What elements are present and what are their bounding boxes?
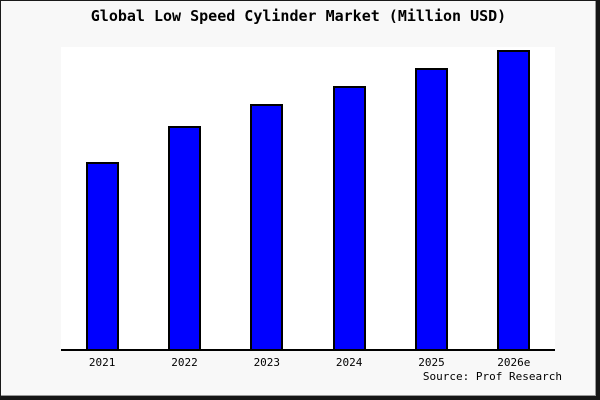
bar-2022 <box>167 125 201 349</box>
x-tick-label-2024: 2024 <box>335 356 363 369</box>
chart-title: Global Low Speed Cylinder Market (Millio… <box>90 7 507 25</box>
bar-2026e <box>497 50 531 349</box>
bar-2021 <box>85 161 119 349</box>
plot-area <box>61 47 555 351</box>
bar-2023 <box>250 104 284 349</box>
bar-2025 <box>414 68 448 349</box>
bar-2024 <box>332 86 366 349</box>
source-note: Source: Prof Research <box>422 370 562 383</box>
x-tick-label-2022: 2022 <box>171 356 198 369</box>
x-axis-tick-labels: 2021 2022 2023 2024 2025 2026e <box>61 356 555 369</box>
x-tick-label-2023: 2023 <box>253 356 281 369</box>
x-tick-label-2026e: 2026e <box>497 356 531 369</box>
x-tick-label-2025: 2025 <box>418 356 445 369</box>
x-tick-label-2021: 2021 <box>88 356 116 369</box>
